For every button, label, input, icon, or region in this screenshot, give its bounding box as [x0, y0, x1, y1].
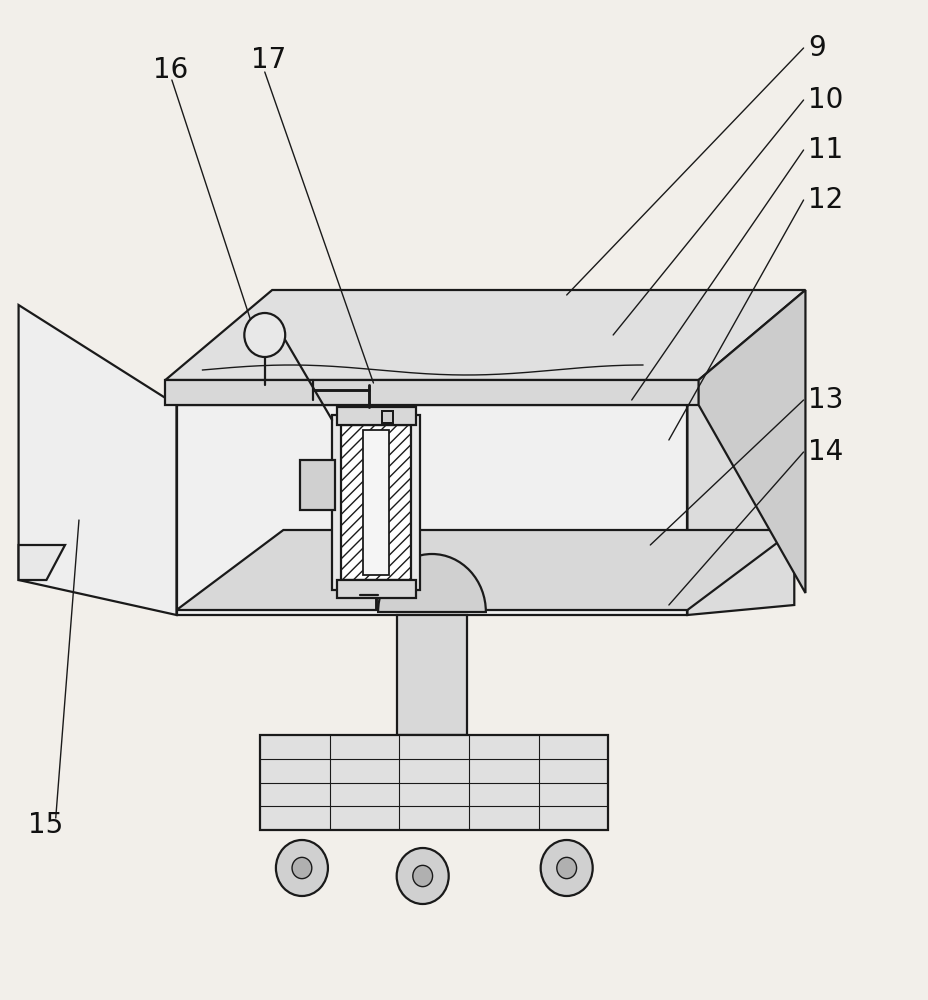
Bar: [332, 415, 419, 590]
Circle shape: [244, 313, 285, 357]
Polygon shape: [698, 290, 805, 593]
Polygon shape: [165, 380, 698, 405]
Bar: [397, 615, 467, 735]
Wedge shape: [378, 554, 485, 612]
Circle shape: [412, 865, 432, 887]
Bar: [381, 411, 393, 423]
Bar: [176, 405, 687, 615]
Polygon shape: [165, 290, 805, 380]
Text: 13: 13: [807, 386, 843, 414]
Bar: [300, 460, 335, 510]
Polygon shape: [19, 545, 65, 580]
Text: 12: 12: [807, 186, 843, 214]
Text: 14: 14: [807, 438, 843, 466]
Text: 16: 16: [153, 56, 188, 84]
Bar: [337, 580, 416, 598]
Text: 15: 15: [28, 811, 63, 839]
Text: 9: 9: [807, 34, 825, 62]
Circle shape: [556, 857, 576, 879]
Polygon shape: [19, 305, 176, 615]
Text: 17: 17: [251, 46, 286, 74]
Text: 11: 11: [807, 136, 843, 164]
Bar: [337, 407, 416, 425]
Polygon shape: [176, 530, 793, 610]
Bar: [363, 430, 389, 575]
Circle shape: [540, 840, 592, 896]
Circle shape: [276, 840, 328, 896]
Bar: [260, 735, 608, 830]
Bar: [342, 425, 411, 580]
Polygon shape: [176, 310, 793, 405]
Circle shape: [291, 857, 312, 879]
Polygon shape: [687, 310, 793, 615]
Text: 10: 10: [807, 86, 843, 114]
Circle shape: [396, 848, 448, 904]
